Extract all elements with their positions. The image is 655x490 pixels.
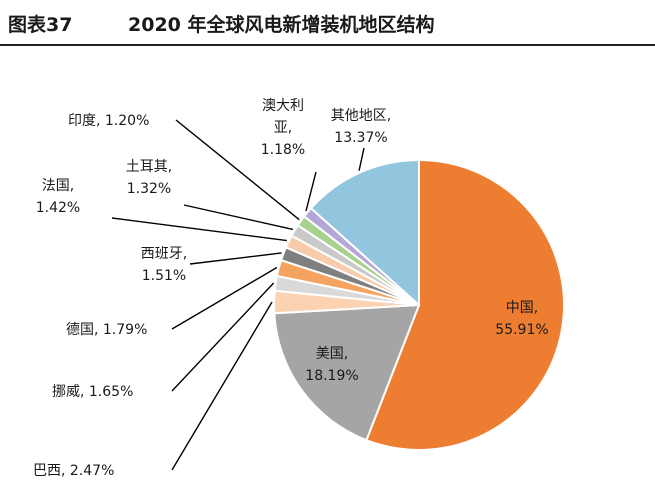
leader-line-5fb756fd xyxy=(171,266,278,330)
leader-line-897f73ed7259 xyxy=(189,252,282,265)
header-rule xyxy=(0,44,655,46)
figure-header: 图表37 2020 年全球风电新增装机地区结构 xyxy=(0,0,655,48)
slice-value-897f73ed7259: 1.51% xyxy=(142,268,186,284)
slice-label-6cd556fd: 法国, xyxy=(42,178,74,194)
slice-value-6cd556fd: 1.42% xyxy=(36,200,80,216)
slice-value-51764ed65730533a: 13.37% xyxy=(334,130,387,146)
leader-line-571f80335176 xyxy=(183,204,294,231)
slice-value-4e2d56fd: 55.91% xyxy=(495,322,548,338)
slice-label-5df4897f: 巴西, 2.47% xyxy=(33,463,114,479)
slice-label-897f73ed7259: 西班牙, xyxy=(141,246,187,262)
slice-value-6fb3592752294e9a: 1.18% xyxy=(261,142,305,158)
pie-slices xyxy=(273,158,565,451)
slice-label-632a5a01: 挪威, 1.65% xyxy=(52,384,133,400)
leader-line-5df4897f xyxy=(171,301,273,471)
leader-line-53705ea6 xyxy=(175,119,300,221)
slice-label-53705ea6: 印度, 1.20% xyxy=(68,113,149,129)
slice-label-6fb3592752294e9a: 澳大利 xyxy=(262,98,304,114)
leader-line-632a5a01 xyxy=(171,282,275,392)
slice-label-7f8e56fd: 美国, xyxy=(316,346,348,362)
slice-label-571f80335176: 土耳其, xyxy=(126,159,172,175)
slice-value-571f80335176: 1.32% xyxy=(127,181,171,197)
slice-label-51764ed65730533a: 其他地区, xyxy=(331,108,391,124)
pie-slice-7f8e56fd xyxy=(273,303,421,442)
leader-line-6cd556fd xyxy=(111,217,287,242)
pie-slice-4e2d56fd xyxy=(365,158,565,451)
pie-slice-51764ed65730533a xyxy=(309,158,420,308)
slice-label-4e2d56fd: 中国, xyxy=(506,300,538,316)
leader-lines xyxy=(111,119,365,471)
leader-line-51764ed65730533a xyxy=(358,147,365,171)
leader-line-6fb3592752294e9a xyxy=(305,171,317,212)
figure-title: 2020 年全球风电新增装机地区结构 xyxy=(128,14,435,36)
figure-number: 图表37 xyxy=(8,14,73,36)
slice-value-7f8e56fd: 18.19% xyxy=(305,368,358,384)
slice-labels: 中国, 55.91% 美国, 18.19% 巴西, 2.47% 挪威, 1.65% 德国, … xyxy=(33,98,549,479)
slice-label-5fb756fd: 德国, 1.79% xyxy=(66,322,147,338)
slice-label-6fb3592752294e9a: 亚, xyxy=(274,120,292,136)
